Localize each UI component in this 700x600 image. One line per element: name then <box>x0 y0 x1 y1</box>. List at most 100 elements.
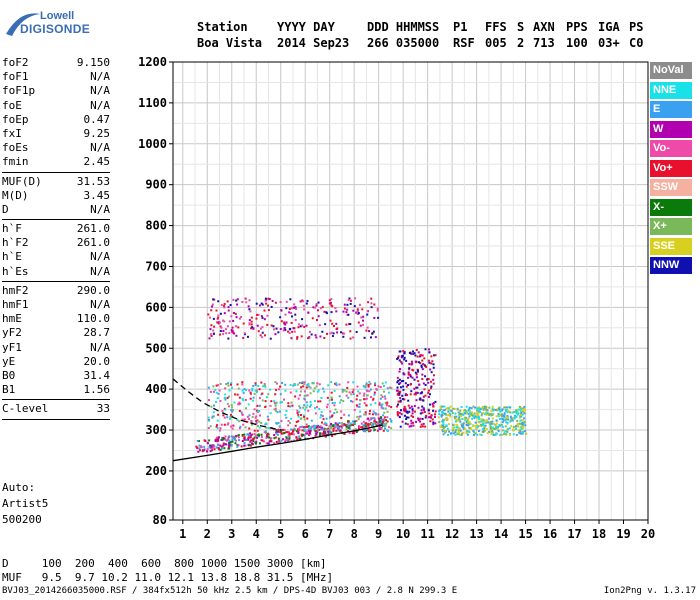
echo-point <box>453 416 456 419</box>
header-station-label: Station <box>197 20 248 34</box>
echo-point <box>248 433 251 436</box>
echo-point <box>279 428 282 431</box>
echo-point <box>420 391 423 394</box>
echo-point <box>431 360 434 363</box>
echo-point <box>230 406 233 409</box>
echo-point <box>336 426 339 429</box>
param-name: yF2 <box>2 326 22 340</box>
echo-point <box>477 430 480 433</box>
echo-point <box>345 394 348 397</box>
echo-point <box>492 413 495 416</box>
echo-point <box>330 432 333 435</box>
echo-point <box>326 403 329 406</box>
echo-point <box>479 408 482 411</box>
echo-point <box>355 311 358 314</box>
echo-point <box>330 298 333 301</box>
echo-point <box>234 435 237 438</box>
echo-point <box>482 406 485 409</box>
echo-point <box>421 425 424 428</box>
echo-point <box>256 429 259 432</box>
echo-point <box>430 362 433 365</box>
echo-point <box>399 399 402 402</box>
param-row: yF1 N/A <box>2 341 110 355</box>
echo-point <box>256 434 259 437</box>
echo-point <box>477 407 480 410</box>
echo-point <box>319 307 322 310</box>
echo-point <box>267 309 270 312</box>
echo-point <box>398 382 401 385</box>
echo-point <box>405 416 408 419</box>
echo-point <box>309 430 312 433</box>
echo-point <box>322 387 325 390</box>
echo-point <box>285 416 288 419</box>
echo-point <box>270 427 273 430</box>
echo-point <box>248 433 251 436</box>
param-separator <box>2 399 110 401</box>
echo-point <box>340 431 343 434</box>
echo-point <box>518 431 521 434</box>
echo-point <box>467 422 470 425</box>
echo-point <box>260 439 263 442</box>
echo-point <box>330 415 333 418</box>
echo-point <box>254 434 257 437</box>
echo-point <box>398 350 401 353</box>
echo-point <box>231 427 234 430</box>
param-row: yE 20.0 <box>2 355 110 369</box>
echo-point <box>247 438 250 441</box>
echo-point <box>215 424 218 427</box>
echo-point <box>407 373 410 376</box>
echo-point <box>243 333 246 336</box>
echo-point <box>369 395 372 398</box>
echo-point <box>462 409 465 412</box>
echo-point <box>398 390 401 393</box>
echo-point <box>226 439 229 442</box>
echo-point <box>260 302 263 305</box>
echo-point <box>301 324 304 327</box>
echo-point <box>407 404 410 407</box>
echo-point <box>228 444 231 447</box>
echo-point <box>307 409 310 412</box>
echo-point <box>524 430 527 433</box>
echo-point <box>346 303 349 306</box>
echo-point <box>484 408 487 411</box>
echo-point <box>245 301 248 304</box>
echo-point <box>242 336 245 339</box>
echo-point <box>396 413 399 416</box>
echo-point <box>371 425 374 428</box>
echo-point <box>273 402 276 405</box>
echo-point <box>215 400 218 403</box>
echo-point <box>362 394 365 397</box>
echo-point <box>303 383 306 386</box>
echo-point <box>491 420 494 423</box>
echo-point <box>338 395 341 398</box>
logo-text-lowell: Lowell <box>40 10 75 22</box>
echo-point <box>454 431 457 434</box>
echo-point <box>504 406 507 409</box>
echo-point <box>215 425 218 428</box>
echo-point <box>454 429 457 432</box>
echo-point <box>432 423 435 426</box>
echo-point <box>372 424 375 427</box>
echo-point <box>248 414 251 417</box>
echo-point <box>423 388 426 391</box>
echo-point <box>329 427 332 430</box>
param-value: N/A <box>90 141 110 155</box>
echo-point <box>235 334 238 337</box>
echo-point <box>501 408 504 411</box>
echo-point <box>432 366 435 369</box>
echo-point <box>441 424 444 427</box>
echo-point <box>234 393 237 396</box>
echo-point <box>422 399 425 402</box>
param-row: hmF1 N/A <box>2 298 110 312</box>
echo-point <box>501 409 504 412</box>
echo-point <box>365 382 368 385</box>
echo-point <box>412 415 415 418</box>
echo-point <box>215 438 218 441</box>
echo-point <box>464 412 467 415</box>
echo-point <box>412 352 415 355</box>
echo-point <box>304 438 307 441</box>
echo-point <box>369 418 372 421</box>
echo-point <box>219 427 222 430</box>
echo-point <box>415 376 418 379</box>
echo-point <box>223 302 226 305</box>
